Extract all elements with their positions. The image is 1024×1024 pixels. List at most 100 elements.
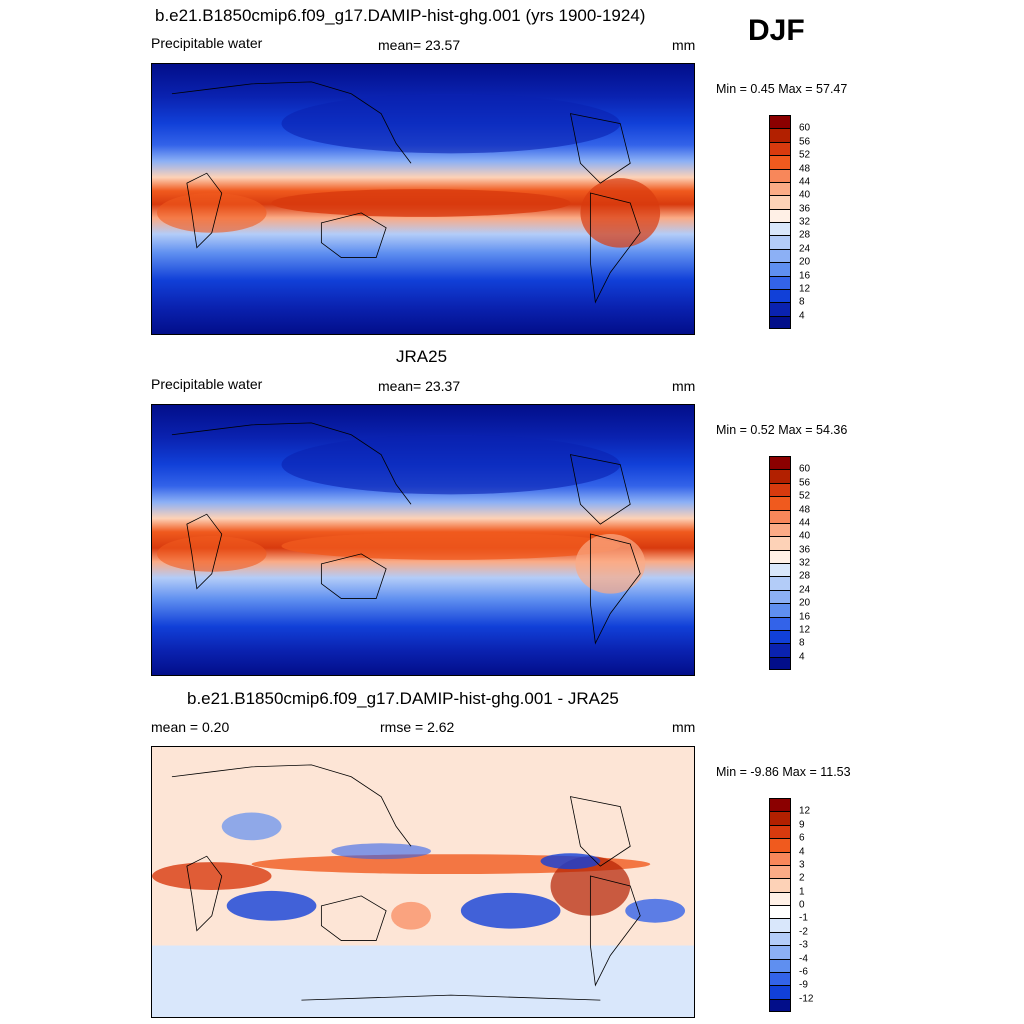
colorbar-frame	[769, 456, 791, 670]
colorbar-tick-label: 56	[799, 136, 811, 148]
panel2-mean-label: mean= 23.37	[378, 378, 461, 394]
colorbar-tick-label: 9	[799, 819, 805, 831]
panel1-colorbar: 60 56 52 48 44 40 36 32 28 24 20 16 12 8 4	[769, 115, 810, 329]
colorbar-swatch	[769, 905, 791, 919]
colorbar-tick-label: -4	[799, 953, 808, 964]
panel2-map	[151, 404, 695, 676]
colorbar-tick-label: -6	[799, 966, 808, 978]
colorbar-swatch	[769, 275, 791, 289]
colorbar-swatch	[769, 482, 791, 497]
colorbar-tick-label: 3	[799, 859, 805, 871]
colorbar-swatch	[769, 195, 791, 209]
colorbar-swatch	[769, 945, 791, 959]
colorbar-swatch	[769, 589, 791, 604]
colorbar-tick-label: 28	[799, 229, 811, 241]
colorbar-swatch	[769, 509, 791, 523]
colorbar-swatch	[769, 181, 791, 196]
colorbar-tick-label: 8	[799, 637, 805, 649]
colorbar-tick-label: 32	[799, 216, 811, 228]
colorbar-tick-label: 2	[799, 872, 805, 884]
colorbar-swatch	[769, 629, 791, 644]
panel1-units-label: mm	[672, 37, 696, 53]
colorbar-tick-label: 36	[799, 203, 811, 215]
colorbar-swatch	[769, 931, 791, 946]
colorbar-tick-label: 24	[799, 584, 811, 596]
colorbar-tick-label: 44	[799, 517, 811, 529]
panel3-rmse-label: rmse = 2.62	[380, 719, 455, 735]
colorbar-tick-label: 12	[799, 283, 811, 295]
colorbar-tick-label: 60	[799, 122, 811, 134]
panel2-field-label: Precipitable water	[151, 376, 263, 392]
colorbar-tick-label: 12	[799, 624, 811, 636]
colorbar-swatch	[769, 496, 791, 510]
colorbar-tick-label: 52	[799, 490, 811, 502]
colorbar-swatch	[769, 248, 791, 263]
panel3-mean-label: mean = 0.20	[151, 719, 230, 735]
colorbar-tick-label: 16	[799, 611, 811, 622]
colorbar-tick-label: 48	[799, 163, 811, 174]
colorbar-tick-label: -12	[799, 993, 814, 1005]
panel3-map	[151, 746, 695, 1018]
panel2-colorbar: 60 56 52 48 44 40 36 32 28 24 20 16 12 8 4	[769, 456, 810, 670]
colorbar-tick-label: 8	[799, 296, 805, 308]
colorbar-swatch	[769, 141, 791, 156]
colorbar-swatch	[769, 563, 791, 577]
colorbar-swatch	[769, 315, 791, 329]
panel1-field-label: Precipitable water	[151, 35, 263, 51]
colorbar-tick-label: 4	[799, 846, 805, 857]
colorbar-tick-label: 12	[799, 805, 811, 817]
colorbar-tick-label: 24	[799, 243, 811, 255]
colorbar-tick-label: 4	[799, 651, 805, 663]
colorbar-swatch	[769, 851, 791, 865]
colorbar-swatch	[769, 643, 791, 657]
colorbar-swatch	[769, 469, 791, 483]
colorbar-swatch	[769, 603, 791, 617]
colorbar-tick-label: 40	[799, 189, 811, 201]
colorbar-tick-label: 36	[799, 544, 811, 556]
colorbar-swatch	[769, 918, 791, 932]
colorbar-frame	[769, 115, 791, 329]
season-label: DJF	[748, 14, 805, 47]
panel2-field-plot	[152, 405, 694, 675]
colorbar-swatch	[769, 536, 791, 550]
colorbar-tick-label: 16	[799, 270, 811, 281]
colorbar-tick-label: 4	[799, 310, 805, 322]
colorbar-swatch	[769, 262, 791, 276]
colorbar-swatch	[769, 222, 791, 236]
colorbar-swatch	[769, 656, 791, 670]
colorbar-tick-label: 60	[799, 463, 811, 475]
colorbar-tick-label: 44	[799, 176, 811, 188]
colorbar-tick-label: 0	[799, 899, 805, 911]
colorbar-swatch	[769, 838, 791, 852]
colorbar-tick-label: 40	[799, 530, 811, 542]
panel1-minmax: Min = 0.45 Max = 57.47	[716, 82, 848, 96]
colorbar-swatch	[769, 168, 791, 182]
colorbar-frame	[769, 798, 791, 1012]
colorbar-tick-label: -1	[799, 912, 808, 924]
panel2-title: JRA25	[396, 347, 448, 366]
colorbar-swatch	[769, 998, 791, 1012]
panel1-title: b.e21.B1850cmip6.f09_g17.DAMIP-hist-ghg.…	[155, 6, 646, 25]
colorbar-tick-label: 56	[799, 477, 811, 489]
colorbar-swatch	[769, 522, 791, 537]
panel3-title: b.e21.B1850cmip6.f09_g17.DAMIP-hist-ghg.…	[187, 689, 619, 708]
colorbar-swatch	[769, 208, 791, 222]
colorbar-tick-label: 6	[799, 832, 805, 844]
panel3-units-label: mm	[672, 719, 696, 735]
colorbar-swatch	[769, 576, 791, 590]
panel1-mean-label: mean= 23.57	[378, 37, 461, 53]
panel2-minmax: Min = 0.52 Max = 54.36	[716, 423, 848, 437]
colorbar-swatch	[769, 235, 791, 249]
colorbar-tick-label: -9	[799, 979, 808, 991]
panel2-units-label: mm	[672, 378, 696, 394]
colorbar-tick-label: 52	[799, 149, 811, 161]
colorbar-tick-label: 20	[799, 256, 811, 268]
colorbar-swatch	[769, 971, 791, 986]
colorbar-tick-label: 48	[799, 504, 811, 515]
colorbar-swatch	[769, 864, 791, 879]
panel3-minmax: Min = -9.86 Max = 11.53	[716, 765, 851, 779]
colorbar-swatch	[769, 811, 791, 825]
panel3-colorbar: 12 9 6 4 3 2 1 0 -1 -2 -3 -4 -6 -9 -12	[769, 798, 813, 1012]
colorbar-tick-label: -3	[799, 939, 808, 951]
colorbar-tick-label: 28	[799, 570, 811, 582]
